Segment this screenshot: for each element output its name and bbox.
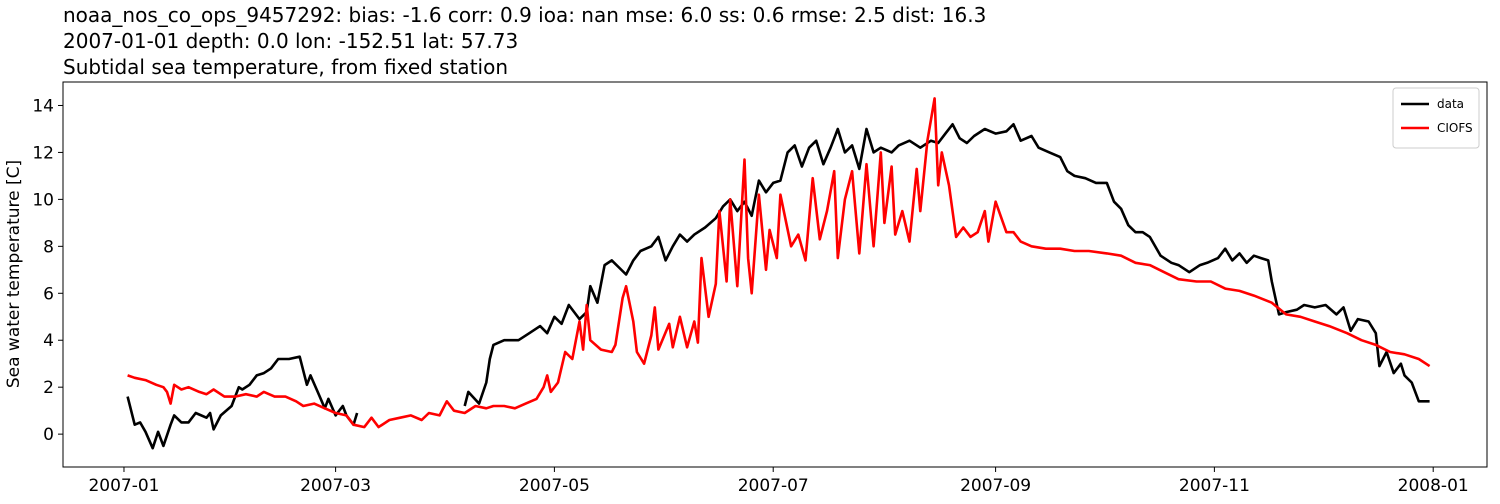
x-tick-label: 2007-03	[300, 476, 371, 496]
x-tick-label: 2007-07	[738, 476, 809, 496]
y-tick-label: 8	[43, 237, 54, 257]
y-tick-label: 6	[43, 284, 54, 304]
title-line: noaa_nos_co_ops_9457292: bias: -1.6 corr…	[63, 3, 986, 27]
legend-label: CIOFS	[1437, 121, 1473, 135]
x-tick-label: 2008-01	[1398, 476, 1469, 496]
y-tick-label: 10	[32, 190, 54, 210]
series-line	[127, 97, 1431, 429]
title-line: 2007-01-01 depth: 0.0 lon: -152.51 lat: …	[63, 29, 518, 53]
y-tick-label: 12	[32, 143, 54, 163]
title-line: Subtidal sea temperature, from fixed sta…	[63, 55, 508, 79]
y-tick-label: 2	[43, 378, 54, 398]
y-tick-label: 0	[43, 425, 54, 445]
y-tick-label: 14	[32, 96, 54, 116]
legend-box	[1392, 87, 1480, 149]
x-tick-label: 2007-05	[519, 476, 590, 496]
plot-frame	[62, 81, 1488, 468]
x-tick-label: 2007-01	[88, 476, 159, 496]
x-tick-label: 2007-11	[1179, 476, 1250, 496]
y-tick-label: 4	[43, 331, 54, 351]
legend-label: data	[1437, 97, 1464, 111]
y-axis-label: Sea water temperature [C]	[4, 160, 24, 388]
x-tick-label: 2007-09	[960, 476, 1031, 496]
series-line	[126, 123, 1430, 450]
